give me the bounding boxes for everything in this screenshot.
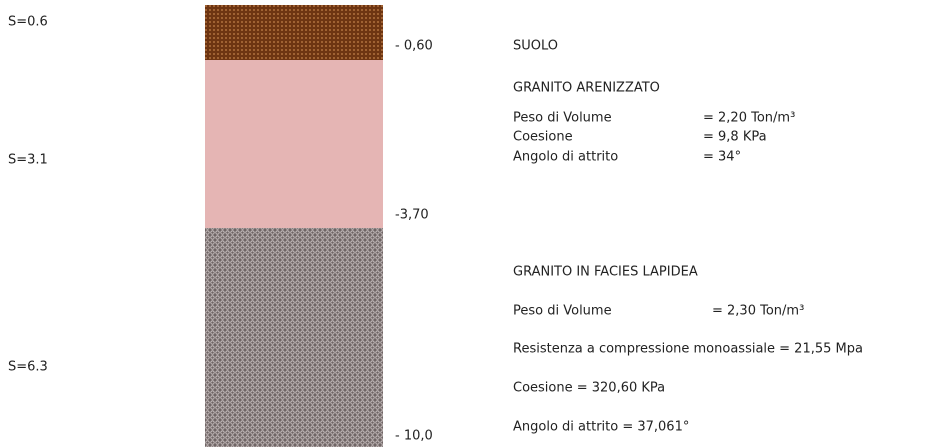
property-value: = 34° [703, 150, 741, 165]
thickness-label: S=0.6 [8, 15, 48, 30]
property-value: = 2,30 Ton/m³ [712, 304, 804, 319]
depth-label: -3,70 [395, 208, 429, 223]
soil-layer [205, 5, 383, 60]
property-line: Coesione = 320,60 KPa [513, 381, 665, 396]
stone-granite-layer [205, 228, 383, 447]
property-line: Angolo di attrito = 37,061° [513, 420, 689, 435]
property-name: Peso di Volume [513, 304, 612, 319]
thickness-label: S=6.3 [8, 360, 48, 375]
property-line: Resistenza a compressione monoassiale = … [513, 342, 863, 357]
property-name: Coesione [513, 130, 573, 145]
page: S=0.6 S=3.1 S=6.3 - 0,60 -3,70 - 10,0 SU… [0, 0, 937, 447]
thickness-label: S=3.1 [8, 153, 48, 168]
sandy-granite-layer [205, 60, 383, 228]
property-value: = 9,8 KPa [703, 130, 767, 145]
property-name: Peso di Volume [513, 111, 612, 126]
layer-title: GRANITO IN FACIES LAPIDEA [513, 265, 698, 280]
layer-title: SUOLO [513, 39, 558, 54]
property-name: Angolo di attrito [513, 150, 618, 165]
stratigraphy: S=0.6 S=3.1 S=6.3 - 0,60 -3,70 - 10,0 SU… [0, 0, 937, 447]
depth-label: - 0,60 [395, 39, 433, 54]
property-value: = 2,20 Ton/m³ [703, 111, 795, 126]
depth-label: - 10,0 [395, 429, 433, 444]
layer-title: GRANITO ARENIZZATO [513, 81, 660, 96]
